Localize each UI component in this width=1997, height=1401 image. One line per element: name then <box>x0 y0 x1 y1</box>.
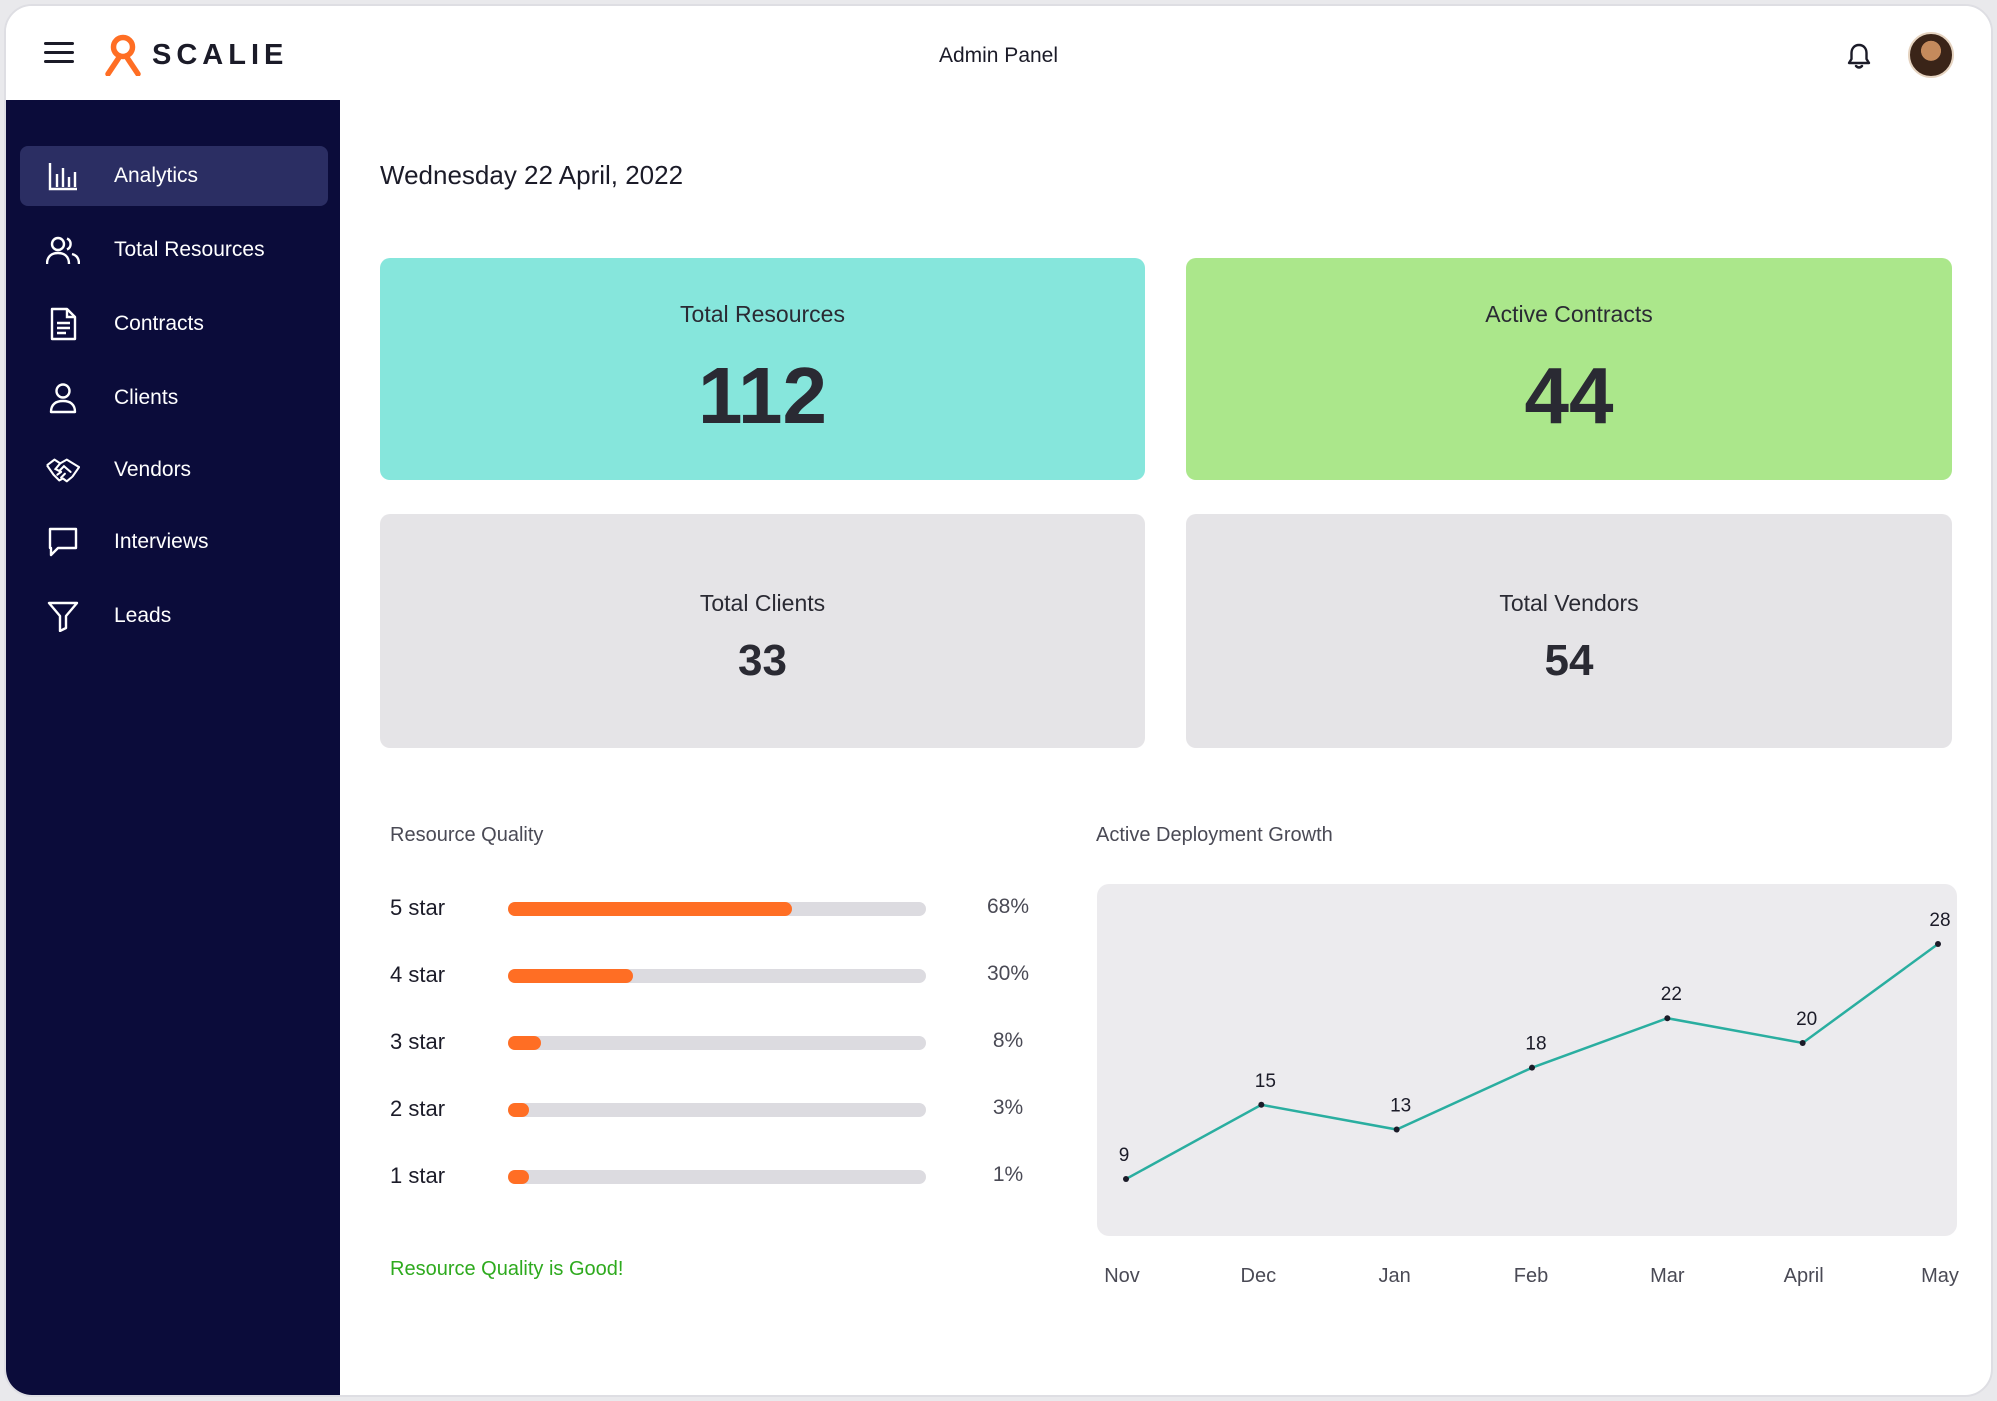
stat-card-total-clients[interactable]: Total Clients 33 <box>380 514 1145 748</box>
growth-x-tick-label: Jan <box>1379 1265 1411 1287</box>
growth-chart-panel <box>1097 884 1957 1236</box>
scalie-logo-icon <box>105 34 141 76</box>
stat-card-title: Total Vendors <box>1499 590 1639 616</box>
sidebar: Analytics Total Resources Contracts Clie… <box>6 100 340 1395</box>
sidebar-item-leads[interactable]: Leads <box>20 586 328 646</box>
sidebar-item-label: Leads <box>114 604 172 627</box>
rating-progress-track <box>508 1036 926 1050</box>
sidebar-item-label: Analytics <box>114 164 199 187</box>
rating-label: 3 star <box>390 1029 446 1054</box>
stat-card-value: 112 <box>697 351 828 440</box>
sidebar-item-label: Interviews <box>114 530 209 553</box>
app-window: SCALIE Admin Panel Analytics Total Resou… <box>4 4 1993 1397</box>
sidebar-item-label: Vendors <box>114 458 192 481</box>
rating-percent: 8% <box>992 1029 1024 1052</box>
hamburger-menu-icon[interactable] <box>44 42 74 64</box>
stat-card-value: 44 <box>1524 351 1614 440</box>
growth-x-tick-label: Mar <box>1650 1265 1685 1287</box>
filter-icon <box>46 599 80 633</box>
rating-progress-track <box>508 1103 926 1117</box>
growth-x-tick-label: May <box>1921 1265 1959 1287</box>
rating-progress-fill <box>508 1103 529 1117</box>
growth-chart-title: Active Deployment Growth <box>1096 824 1333 846</box>
stat-card-title: Total Resources <box>680 301 845 327</box>
sidebar-item-label: Clients <box>114 386 179 409</box>
rating-progress-fill <box>508 969 634 983</box>
stat-card-active-contracts[interactable]: Active Contracts 44 <box>1186 258 1952 480</box>
rating-progress-fill <box>508 1036 542 1050</box>
rating-percent: 68% <box>986 895 1030 918</box>
rating-label: 1 star <box>390 1163 446 1188</box>
growth-x-tick-label: Nov <box>1104 1265 1140 1287</box>
sidebar-item-analytics[interactable]: Analytics <box>20 146 328 206</box>
resource-quality-status: Resource Quality is Good! <box>390 1258 624 1280</box>
notification-bell-icon[interactable] <box>1846 42 1872 70</box>
brand-name: SCALIE <box>152 38 289 71</box>
rating-progress-fill <box>508 1170 529 1184</box>
growth-x-tick-label: Feb <box>1514 1265 1548 1287</box>
rating-row: 5 star 68% <box>390 893 1030 923</box>
sidebar-item-total-resources[interactable]: Total Resources <box>20 220 328 280</box>
rating-row: 3 star 8% <box>390 1027 1030 1057</box>
stat-card-title: Active Contracts <box>1485 301 1653 327</box>
chat-icon <box>46 525 80 559</box>
stat-card-title: Total Clients <box>699 590 826 616</box>
rating-label: 4 star <box>390 962 446 987</box>
top-header: SCALIE Admin Panel <box>6 6 1991 100</box>
rating-progress-track <box>508 902 926 916</box>
rating-percent: 1% <box>992 1163 1024 1186</box>
rating-percent: 30% <box>986 962 1030 985</box>
rating-row: 2 star 3% <box>390 1094 1030 1124</box>
bar-chart-icon <box>46 159 80 193</box>
sidebar-item-label: Contracts <box>114 312 204 335</box>
sidebar-item-vendors[interactable]: Vendors <box>20 440 328 500</box>
user-icon <box>46 381 80 415</box>
page-header-title: Admin Panel <box>938 44 1059 67</box>
rating-progress-track <box>508 969 926 983</box>
rating-progress-track <box>508 1170 926 1184</box>
sidebar-item-interviews[interactable]: Interviews <box>20 512 328 572</box>
rating-label: 5 star <box>390 895 446 920</box>
growth-x-tick-label: Dec <box>1241 1265 1277 1287</box>
rating-progress-fill <box>508 902 793 916</box>
document-icon <box>46 307 80 341</box>
page-date: Wednesday 22 April, 2022 <box>380 160 684 190</box>
brand-logo[interactable]: SCALIE <box>104 34 288 76</box>
handshake-icon <box>46 453 80 487</box>
sidebar-item-label: Total Resources <box>114 238 265 261</box>
rating-percent: 3% <box>992 1096 1024 1119</box>
stat-card-value: 54 <box>1544 636 1594 685</box>
users-icon <box>46 233 80 267</box>
stat-card-value: 33 <box>738 636 787 685</box>
rating-row: 1 star 1% <box>390 1161 1030 1191</box>
sidebar-item-clients[interactable]: Clients <box>20 368 328 428</box>
resource-quality-title: Resource Quality <box>390 824 544 846</box>
growth-x-tick-label: April <box>1784 1265 1824 1287</box>
rating-label: 2 star <box>390 1096 446 1121</box>
stat-card-total-resources[interactable]: Total Resources 112 <box>380 258 1145 480</box>
rating-row: 4 star 30% <box>390 960 1030 990</box>
user-avatar[interactable] <box>1908 32 1954 78</box>
sidebar-item-contracts[interactable]: Contracts <box>20 294 328 354</box>
stat-card-total-vendors[interactable]: Total Vendors 54 <box>1186 514 1952 748</box>
